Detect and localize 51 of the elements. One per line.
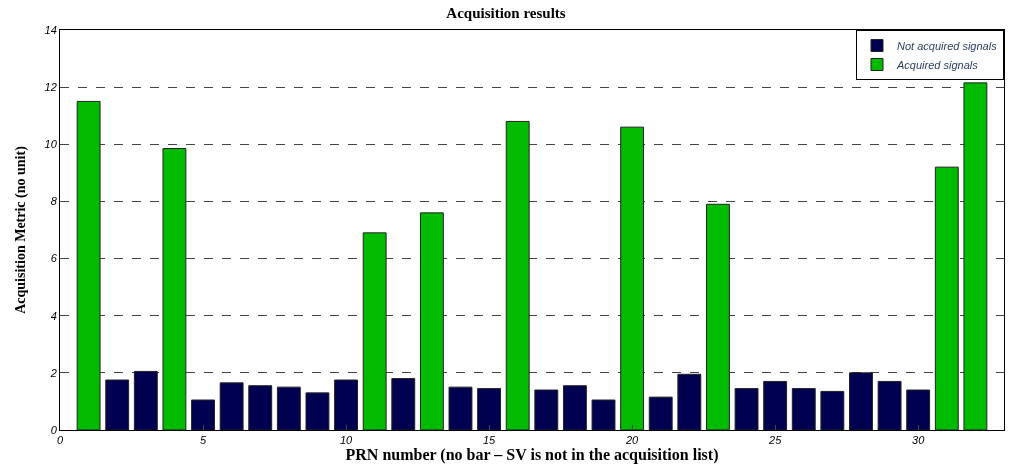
bar — [620, 126, 645, 430]
bar — [706, 203, 730, 430]
bar — [334, 379, 358, 430]
chart-title: Acquisition results — [446, 4, 566, 21]
bar — [677, 373, 702, 430]
bar — [591, 399, 616, 430]
bar — [305, 392, 330, 430]
y-tick-label: 2 — [49, 366, 57, 379]
y-tick-label: 0 — [50, 423, 58, 436]
bar — [877, 380, 902, 430]
bar — [849, 372, 873, 430]
x-tick-label: 20 — [624, 434, 640, 447]
y-tick-label: 8 — [50, 195, 58, 208]
x-tick-label: 30 — [912, 434, 926, 447]
bar — [362, 232, 387, 430]
y-tick-label: 6 — [50, 252, 58, 265]
x-tick-label: 5 — [199, 434, 207, 447]
bar — [648, 396, 673, 430]
bar — [477, 388, 502, 430]
y-tick-label: 12 — [44, 80, 57, 93]
y-tick-label: 14 — [44, 23, 57, 36]
bar — [276, 386, 301, 430]
bar — [191, 399, 215, 430]
x-tick-label: 10 — [339, 434, 354, 447]
bar — [763, 380, 788, 430]
bar — [906, 389, 931, 430]
legend-label: Not acquired signals — [897, 39, 998, 52]
bar — [133, 370, 158, 430]
y-tick-label: 10 — [44, 138, 58, 151]
bar — [248, 385, 273, 430]
bar — [219, 382, 244, 430]
x-tick-label: 25 — [768, 434, 783, 447]
bar — [791, 388, 816, 430]
x-tick-label: 15 — [482, 434, 497, 447]
bar — [505, 120, 530, 430]
bar — [419, 212, 444, 430]
bar — [734, 388, 759, 430]
y-tick-label: 4 — [50, 309, 57, 322]
bar — [105, 379, 130, 430]
bar — [934, 166, 959, 430]
bar — [448, 386, 473, 430]
bar — [963, 82, 988, 430]
bar — [162, 148, 187, 430]
bar — [534, 389, 559, 430]
x-axis-title: PRN number (no bar – SV is not in the acquisition list) — [345, 446, 719, 465]
bar — [562, 385, 587, 430]
bar — [820, 390, 845, 430]
bar — [76, 100, 101, 430]
legend-label: Acquired signals — [896, 58, 979, 71]
bar — [391, 378, 416, 430]
y-axis-title: Acquisition Metric (no unit) — [13, 145, 30, 314]
